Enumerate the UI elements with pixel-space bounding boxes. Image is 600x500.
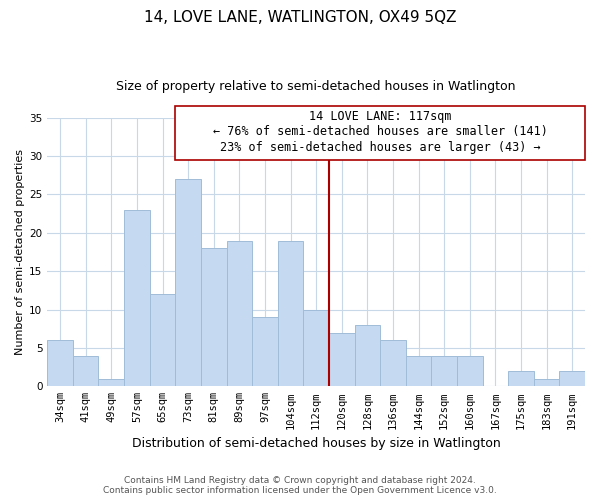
FancyBboxPatch shape xyxy=(175,106,585,160)
Bar xyxy=(47,340,73,386)
Y-axis label: Number of semi-detached properties: Number of semi-detached properties xyxy=(15,149,25,355)
Bar xyxy=(150,294,175,386)
Bar xyxy=(559,371,585,386)
Bar xyxy=(534,378,559,386)
Text: Contains HM Land Registry data © Crown copyright and database right 2024.
Contai: Contains HM Land Registry data © Crown c… xyxy=(103,476,497,495)
Bar xyxy=(380,340,406,386)
Text: 23% of semi-detached houses are larger (43) →: 23% of semi-detached houses are larger (… xyxy=(220,141,541,154)
Text: 14, LOVE LANE, WATLINGTON, OX49 5QZ: 14, LOVE LANE, WATLINGTON, OX49 5QZ xyxy=(144,10,456,25)
Bar xyxy=(431,356,457,386)
Bar xyxy=(73,356,98,386)
Bar xyxy=(304,310,329,386)
Text: ← 76% of semi-detached houses are smaller (141): ← 76% of semi-detached houses are smalle… xyxy=(213,126,548,138)
Title: Size of property relative to semi-detached houses in Watlington: Size of property relative to semi-detach… xyxy=(116,80,516,93)
Bar xyxy=(98,378,124,386)
Bar xyxy=(457,356,482,386)
Bar xyxy=(355,325,380,386)
Bar xyxy=(329,332,355,386)
Bar xyxy=(508,371,534,386)
Bar xyxy=(252,318,278,386)
Bar xyxy=(406,356,431,386)
Bar xyxy=(227,240,252,386)
Bar xyxy=(278,240,304,386)
Text: 14 LOVE LANE: 117sqm: 14 LOVE LANE: 117sqm xyxy=(309,110,451,123)
Bar xyxy=(201,248,227,386)
X-axis label: Distribution of semi-detached houses by size in Watlington: Distribution of semi-detached houses by … xyxy=(132,437,500,450)
Bar xyxy=(175,179,201,386)
Bar xyxy=(124,210,150,386)
